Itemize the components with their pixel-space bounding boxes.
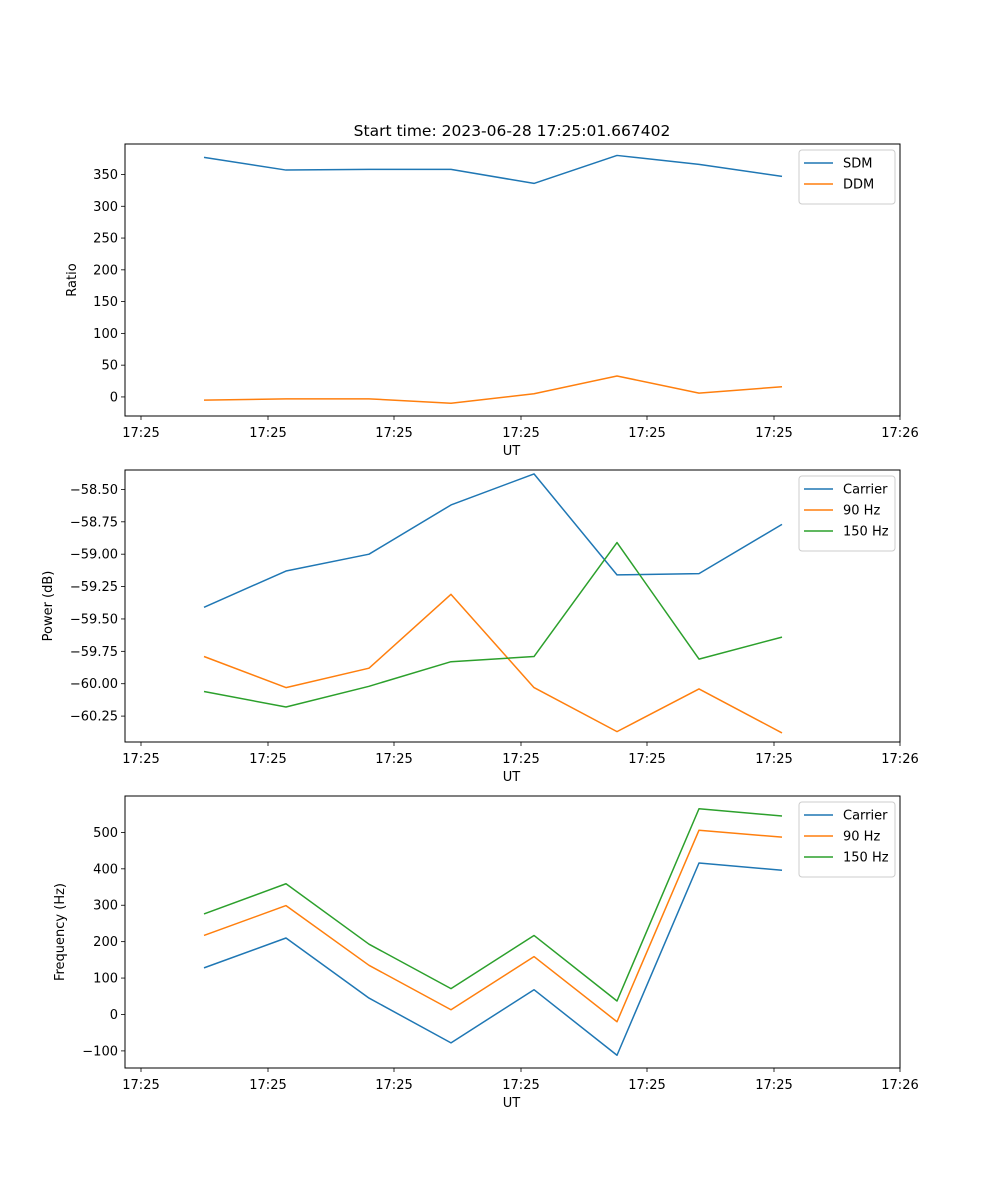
y-tick-label: −59.25 [70, 580, 118, 595]
y-tick-label: −100 [82, 1044, 118, 1059]
y-axis-label: Ratio [65, 263, 80, 296]
y-tick-label: −60.00 [70, 677, 118, 692]
series-line-sdm [203, 154, 783, 185]
y-tick-label: 200 [93, 935, 118, 950]
y-tick-label: 50 [101, 359, 118, 374]
x-tick-label: 17:25 [122, 426, 159, 441]
legend: Carrier 90 Hz 150 Hz [798, 801, 896, 878]
y-axis-label: Power (dB) [41, 571, 56, 642]
x-axis-label: UT [503, 1096, 521, 1111]
y-tick-label: 0 [110, 390, 118, 405]
x-tick-label: 17:25 [755, 426, 792, 441]
legend-label: 150 Hz [843, 851, 889, 866]
y-tick-label: −58.50 [70, 483, 118, 498]
x-tick-label: 17:26 [881, 1078, 918, 1093]
axes-frame [124, 469, 901, 743]
x-tick-label: 17:25 [628, 426, 665, 441]
y-tick-label: −58.75 [70, 515, 118, 530]
x-tick-label: 17:25 [755, 1078, 792, 1093]
legend-box [798, 801, 896, 878]
legend-box [798, 475, 896, 552]
series-line-150-hz [203, 541, 783, 708]
y-tick-label: 100 [93, 972, 118, 987]
legend-label: 90 Hz [843, 504, 880, 519]
subplots: 17:25 17:25 17:25 17:25 17:25 17:25 17:26 0 50 10… [41, 143, 919, 1111]
x-tick-label: 17:25 [502, 426, 539, 441]
y-tick-label: 200 [93, 263, 118, 278]
y-tick-label: −59.75 [70, 645, 118, 660]
y-tick-label: 300 [93, 899, 118, 914]
y-tick-label: 500 [93, 826, 118, 841]
y-tick-label: 300 [93, 200, 118, 215]
x-tick-label: 17:25 [628, 752, 665, 767]
legend-label: 90 Hz [843, 830, 880, 845]
subplot-3: 17:25 17:25 17:25 17:25 17:25 17:25 17:26 −100 0… [53, 795, 919, 1111]
legend-label: 150 Hz [843, 525, 889, 540]
series-line-ddm [203, 375, 783, 405]
axes-frame [124, 795, 901, 1069]
x-tick-label: 17:25 [249, 1078, 286, 1093]
y-axis-label: Frequency (Hz) [53, 883, 68, 981]
x-tick-label: 17:25 [502, 1078, 539, 1093]
series-line-90-hz [203, 593, 783, 734]
y-tick-label: −60.25 [70, 710, 118, 725]
x-tick-label: 17:25 [375, 1078, 412, 1093]
y-tick-label: −59.00 [70, 548, 118, 563]
legend: Carrier 90 Hz 150 Hz [798, 475, 896, 552]
y-tick-label: −59.50 [70, 612, 118, 627]
series-line-carrier [203, 862, 783, 1057]
x-tick-label: 17:25 [375, 426, 412, 441]
x-tick-label: 17:25 [628, 1078, 665, 1093]
x-tick-label: 17:25 [122, 1078, 159, 1093]
y-tick-label: 0 [110, 1008, 118, 1023]
y-tick-label: 350 [93, 168, 118, 183]
series-line-carrier [203, 473, 783, 608]
legend: SDM DDM [798, 149, 896, 205]
x-tick-label: 17:26 [881, 752, 918, 767]
y-tick-label: 100 [93, 327, 118, 342]
axes-frame [124, 143, 901, 417]
x-axis-label: UT [503, 770, 521, 785]
series-line-90-hz [203, 829, 783, 1023]
x-tick-label: 17:25 [502, 752, 539, 767]
y-tick-label: 400 [93, 862, 118, 877]
legend-label: DDM [843, 178, 874, 193]
x-tick-label: 17:25 [122, 752, 159, 767]
y-tick-label: 250 [93, 232, 118, 247]
x-tick-label: 17:25 [249, 752, 286, 767]
figure-title: Start time: 2023-06-28 17:25:01.667402 [354, 122, 671, 140]
x-axis-label: UT [503, 444, 521, 459]
x-tick-label: 17:25 [375, 752, 412, 767]
legend-label: Carrier [843, 483, 888, 498]
series-line-150-hz [203, 807, 783, 1002]
legend-label: SDM [843, 157, 872, 172]
legend-label: Carrier [843, 809, 888, 824]
subplot-1: 17:25 17:25 17:25 17:25 17:25 17:25 17:26 0 50 10… [65, 143, 919, 459]
subplot-2: 17:25 17:25 17:25 17:25 17:25 17:25 17:26 −58.5… [41, 469, 919, 785]
y-tick-label: 150 [93, 295, 118, 310]
x-tick-label: 17:25 [755, 752, 792, 767]
x-tick-label: 17:26 [881, 426, 918, 441]
x-tick-label: 17:25 [249, 426, 286, 441]
